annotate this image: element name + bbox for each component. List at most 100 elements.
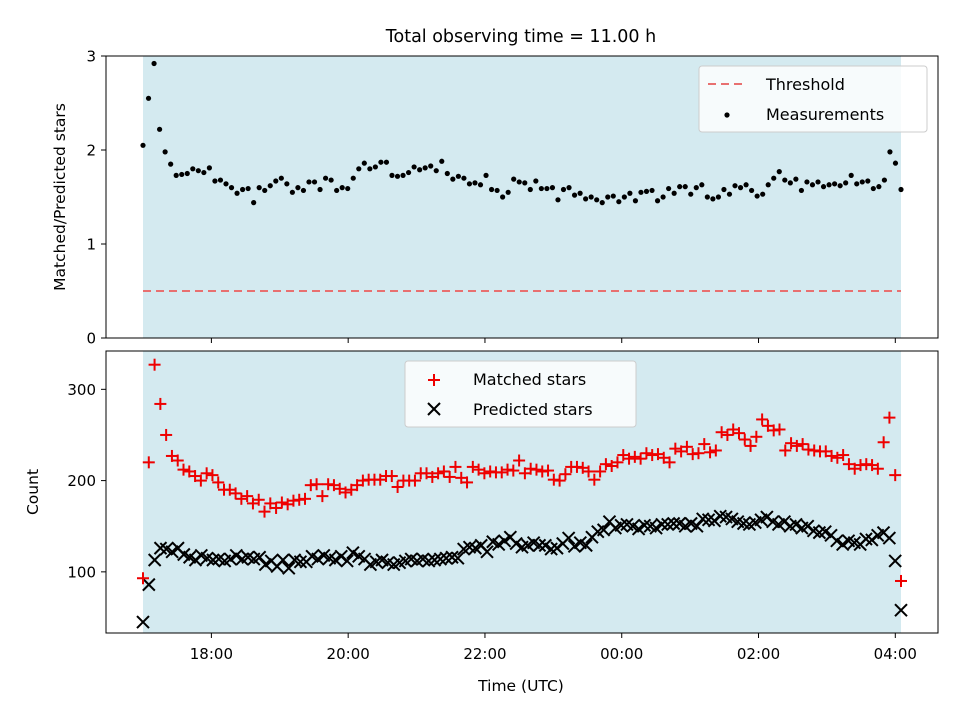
measurement-point [527,186,533,193]
measurement-point [184,170,190,177]
top-panel: 0 1 2 3 Matched/Predicted stars Threshold M… [51,48,939,348]
matched-point [790,439,803,452]
measurement-point [688,191,694,197]
measurement-point [605,194,611,200]
measurement-point [245,185,251,192]
measurement-point [500,194,506,200]
measurement-point [887,149,893,155]
measurement-point [483,172,489,178]
measurement-point [300,187,307,194]
measurement-point [433,168,439,174]
matched-point [709,444,722,457]
matched-point [599,458,612,471]
matched-point [177,463,190,476]
matched-point [640,447,653,460]
measurement-point [522,180,528,186]
predicted-point [147,553,162,567]
measurement-point [599,200,605,206]
matched-point [611,456,624,469]
measurement-point [450,176,456,182]
measurement-point [350,175,356,181]
matched-point [773,423,786,436]
measurement-point [361,160,367,166]
measurement-point [239,186,246,193]
predicted-legend-label: Predicted stars [473,400,593,419]
top-ylabel: Matched/Predicted stars [51,103,69,291]
matched-point [704,446,717,459]
measurement-point [212,178,218,184]
measurement-point [776,169,782,175]
measurement-point [317,186,323,193]
matched-point [756,413,769,426]
threshold-legend-label: Threshold [765,75,845,94]
matched-point [275,496,288,509]
measurement-point [217,177,224,183]
measurement-point [284,181,290,187]
measurement-point [743,182,749,188]
measurement-point [488,186,495,193]
predicted-point [328,553,343,567]
measurement-point [710,196,716,202]
measurement-point [760,191,766,197]
predicted-point [293,555,308,569]
measurement-point [389,172,395,178]
measurement-point [771,175,777,181]
measurement-point [422,165,428,171]
measurement-point [682,184,688,190]
matched-point [194,474,207,487]
measurement-point [571,192,578,198]
measurement-point [417,167,423,173]
measurement-point [195,168,201,174]
measurement-point [516,179,522,185]
measurement-point [466,181,473,187]
measurement-point [649,187,655,194]
matched-point [738,433,751,446]
predicted-point [229,548,243,563]
measurement-point [627,190,633,196]
matched-point [588,473,601,486]
measurement-point [339,185,345,191]
matched-point [895,574,907,587]
measurement-point [566,185,572,191]
measurement-point [289,189,295,195]
top-legend: Threshold Measurements [698,65,928,133]
predicted-point [258,557,273,572]
matched-point [721,428,734,441]
matched-point [553,474,566,487]
predicted-point [631,522,646,536]
matched-point [339,486,352,499]
bottom-legend-box [404,360,637,428]
measurement-point [455,173,461,179]
matched-point [212,476,225,489]
measurement-point [538,185,544,192]
matched-point [634,452,647,465]
matched-point [235,492,248,505]
measurement-point [660,194,666,200]
predicted-point [480,545,494,559]
measurement-point [439,158,445,164]
predicted-point [346,545,360,560]
measurement-point [405,169,412,176]
measurement-point [533,178,539,184]
matched-point [785,437,798,450]
measurement-point [234,190,240,196]
matched-point [883,411,896,424]
predicted-point [655,517,669,532]
matched-point [507,464,520,477]
measurement-point [721,186,727,193]
measurement-point [428,163,434,169]
measurement-point [328,177,334,183]
predicted-point [491,537,506,552]
measurement-point [820,184,827,190]
predicted-point [649,521,663,535]
measurement-point [228,185,235,191]
matched-point [594,465,607,478]
predicted-point [136,615,150,629]
bottom-axes-frame [105,350,939,634]
predicted-point [835,537,850,552]
x-tick-label: 18:00 [190,645,233,663]
measurement-point [798,187,805,194]
measurement-point [870,185,876,192]
x-axis-label: Time (UTC) [477,677,564,695]
